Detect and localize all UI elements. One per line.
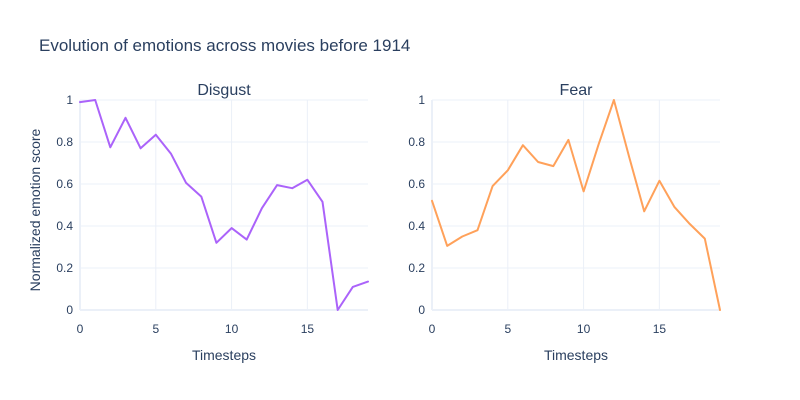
data-point (628, 155, 631, 158)
data-point (79, 101, 82, 104)
x-tick-label: 15 (301, 322, 315, 336)
data-point (139, 147, 142, 150)
x-tick-label: 15 (653, 322, 667, 336)
x-tick-label: 0 (429, 322, 436, 336)
x-tick-label: 10 (577, 322, 591, 336)
data-point (719, 309, 722, 312)
y-tick-label: 0 (66, 303, 73, 317)
data-point (367, 280, 370, 283)
data-point (658, 179, 661, 182)
x-tick-label: 5 (152, 322, 159, 336)
data-point (291, 187, 294, 190)
data-point (703, 237, 706, 240)
y-tick-label: 0.2 (56, 261, 73, 275)
subplot-title: Fear (560, 82, 594, 99)
y-tick-label: 0.8 (408, 135, 425, 149)
y-axis-title: Normalized emotion score (27, 128, 43, 291)
y-tick-label: 0.6 (408, 177, 425, 191)
data-point (215, 241, 218, 244)
data-point (94, 99, 97, 102)
data-point (200, 195, 203, 198)
series-line-disgust (79, 99, 369, 311)
y-tick-label: 0.8 (56, 135, 73, 149)
series-line-fear (431, 99, 721, 311)
y-tick-label: 0.6 (56, 177, 73, 191)
data-point (612, 99, 615, 102)
y-tick-label: 0.4 (408, 219, 425, 233)
data-point (306, 178, 309, 181)
x-tick-label: 10 (225, 322, 239, 336)
data-point (521, 144, 524, 147)
data-point (321, 200, 324, 203)
data-point (245, 238, 248, 241)
data-point (230, 227, 233, 230)
x-tick-label: 0 (77, 322, 84, 336)
y-tick-label: 0 (418, 303, 425, 317)
data-point (567, 138, 570, 141)
data-point (597, 143, 600, 146)
data-point (582, 190, 585, 193)
data-point (643, 210, 646, 213)
data-point (446, 244, 449, 247)
data-point (276, 184, 279, 187)
data-point (506, 169, 509, 172)
data-point (169, 152, 172, 155)
y-tick-label: 1 (418, 93, 425, 107)
data-point (476, 229, 479, 232)
data-point (336, 309, 339, 312)
data-point (124, 116, 127, 119)
y-tick-label: 0.2 (408, 261, 425, 275)
data-point (154, 133, 157, 136)
data-point (552, 165, 555, 168)
data-point (491, 185, 494, 188)
chart-title: Evolution of emotions across movies befo… (39, 36, 410, 55)
data-point (260, 207, 263, 210)
data-point (185, 181, 188, 184)
data-point (537, 160, 540, 163)
data-point (673, 206, 676, 209)
subplot-title: Disgust (197, 82, 251, 99)
data-point (351, 285, 354, 288)
x-tick-label: 5 (504, 322, 511, 336)
x-axis-title: Timesteps (544, 347, 608, 363)
data-point (109, 146, 112, 149)
y-tick-label: 1 (66, 93, 73, 107)
y-tick-label: 0.4 (56, 219, 73, 233)
data-point (461, 235, 464, 238)
data-point (688, 222, 691, 225)
x-axis-title: Timesteps (192, 347, 256, 363)
data-point (431, 199, 434, 202)
